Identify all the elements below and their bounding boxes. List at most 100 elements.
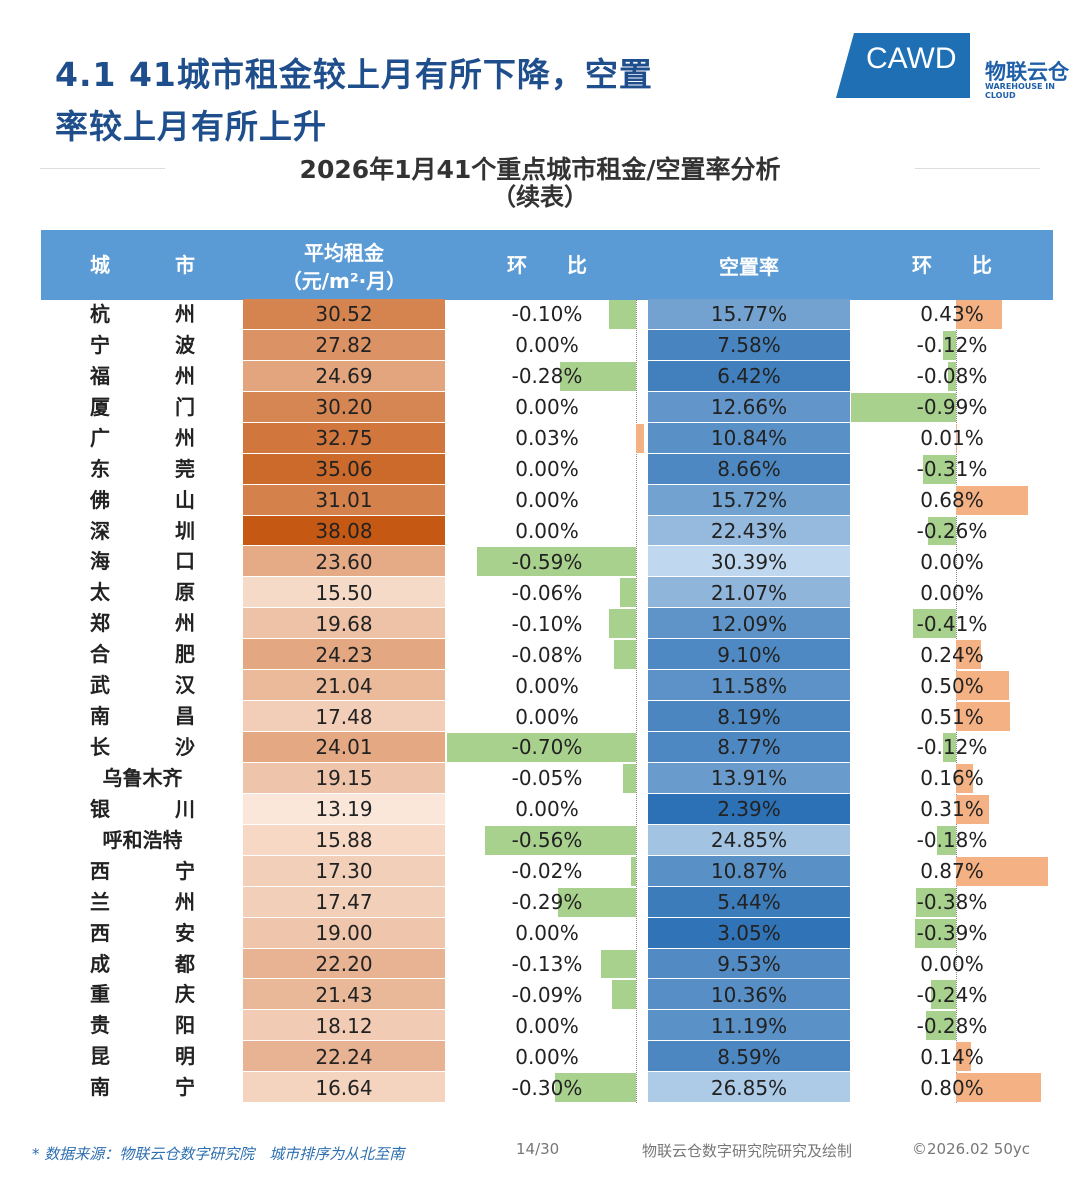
rent-cell — [243, 515, 445, 546]
vacancy-change: -0.24% — [916, 982, 988, 1007]
rent-cell — [243, 360, 445, 391]
rent-cell — [243, 732, 445, 762]
rent-change: -0.28% — [511, 364, 583, 389]
rent-change: -0.13% — [511, 951, 583, 976]
bar-negative — [914, 918, 956, 948]
vacancy-change: 0.00% — [920, 549, 984, 574]
vacancy: 10.87% — [710, 859, 788, 884]
city: 武汉 — [90, 673, 195, 698]
vacancy-change: 0.16% — [920, 766, 984, 791]
vacancy-change: -0.26% — [916, 518, 988, 543]
bar-negative — [930, 980, 956, 1010]
vacancy: 11.19% — [710, 1013, 788, 1038]
vacancy-cell — [648, 329, 850, 360]
vacancy: 11.58% — [710, 673, 788, 698]
vacancy-change: 0.87% — [920, 859, 984, 884]
rent-change: -0.09% — [511, 982, 583, 1007]
bar-negative — [943, 330, 956, 360]
rent-cell — [243, 546, 445, 577]
rent-change: 0.00% — [515, 797, 579, 822]
vacancy: 9.10% — [717, 642, 781, 667]
rent-change: 0.00% — [515, 921, 579, 946]
rent-change: 0.00% — [515, 673, 579, 698]
city: 西安 — [90, 920, 195, 945]
bar-negative — [560, 361, 636, 391]
rent-cell — [243, 391, 445, 422]
vacancy-cell — [648, 299, 850, 329]
rent-change: -0.10% — [511, 611, 583, 636]
logo-tagline: WAREHOUSE IN CLOUD — [985, 82, 1055, 100]
vacancy: 13.91% — [710, 766, 788, 791]
city: 西宁 — [90, 858, 195, 883]
divider — [40, 168, 165, 169]
city: 东莞 — [90, 456, 195, 481]
table-subtitle: （续表） — [492, 183, 588, 211]
bar-positive — [956, 794, 989, 824]
vacancy: 8.19% — [717, 704, 781, 729]
rent-cell — [243, 824, 445, 855]
vacancy: 26.85% — [710, 1075, 788, 1100]
divider — [915, 168, 1040, 169]
rent-cell — [243, 639, 445, 670]
logo-brand: CAWD — [866, 42, 957, 75]
credit: 物联云仓数字研究院研究及绘制 — [642, 1142, 853, 1160]
bar-negative — [447, 733, 636, 762]
title-line: 率较上月有所上升 — [55, 107, 327, 146]
city: 乌鲁木齐 — [102, 765, 183, 790]
vacancy-cell — [648, 484, 850, 515]
vacancy-change: -0.12% — [916, 333, 988, 358]
city: 呼和浩特 — [102, 827, 183, 852]
rent: 24.23 — [315, 642, 373, 667]
vacancy-cell — [648, 360, 850, 391]
vacancy-cell — [648, 1010, 850, 1041]
city: 郑州 — [90, 611, 195, 636]
vacancy: 24.85% — [710, 828, 788, 853]
rent-cell — [243, 701, 445, 731]
column-header: 环比 — [912, 253, 992, 277]
vacancy: 8.77% — [717, 735, 781, 760]
bar-negative — [915, 887, 956, 917]
axis-line — [636, 299, 637, 1104]
rent-change: -0.10% — [511, 302, 583, 327]
rent: 13.19 — [315, 797, 373, 822]
rent-cell — [243, 948, 445, 979]
city: 长沙 — [90, 735, 195, 760]
vacancy: 8.59% — [717, 1044, 781, 1069]
city: 杭州 — [90, 302, 195, 326]
vacancy-cell — [648, 515, 850, 546]
vacancy-change: 0.24% — [920, 642, 984, 667]
vacancy: 8.66% — [717, 457, 781, 482]
vacancy: 12.09% — [710, 611, 788, 636]
bar-positive — [956, 856, 1049, 886]
bar-negative — [926, 1011, 956, 1041]
bar-negative — [619, 578, 636, 608]
rent: 22.24 — [315, 1044, 373, 1069]
bar-negative — [943, 733, 956, 762]
rent-cell — [243, 1041, 445, 1072]
city: 贵阳 — [90, 1013, 195, 1038]
source: * 数据来源：物联云仓数字研究院 城市排序为从北至南 — [32, 1145, 405, 1163]
vacancy-change: 0.00% — [920, 580, 984, 605]
vacancy: 10.36% — [710, 982, 788, 1007]
rent-cell — [243, 886, 445, 917]
vacancy-cell — [648, 855, 850, 886]
bar-positive — [956, 485, 1029, 515]
rent-cell — [243, 484, 445, 515]
vacancy-change: 0.31% — [920, 797, 984, 822]
rent-cell — [243, 762, 445, 793]
rent-cell — [243, 299, 445, 329]
logo-name: 物联云仓 — [985, 60, 1069, 84]
bar-negative — [614, 640, 636, 670]
bar-positive — [956, 423, 958, 453]
table-header — [41, 230, 1053, 300]
rent-change: -0.30% — [511, 1075, 583, 1100]
bar-negative — [609, 609, 636, 639]
bar-negative — [851, 392, 956, 422]
rent: 31.01 — [315, 488, 373, 513]
vacancy-cell — [648, 979, 850, 1010]
city: 深圳 — [90, 518, 195, 543]
rent-cell — [243, 855, 445, 886]
column-header: 环比 — [507, 253, 587, 277]
rent: 23.60 — [315, 549, 373, 574]
table-title: 2026年1月41个重点城市租金/空置率分析 — [299, 155, 781, 184]
